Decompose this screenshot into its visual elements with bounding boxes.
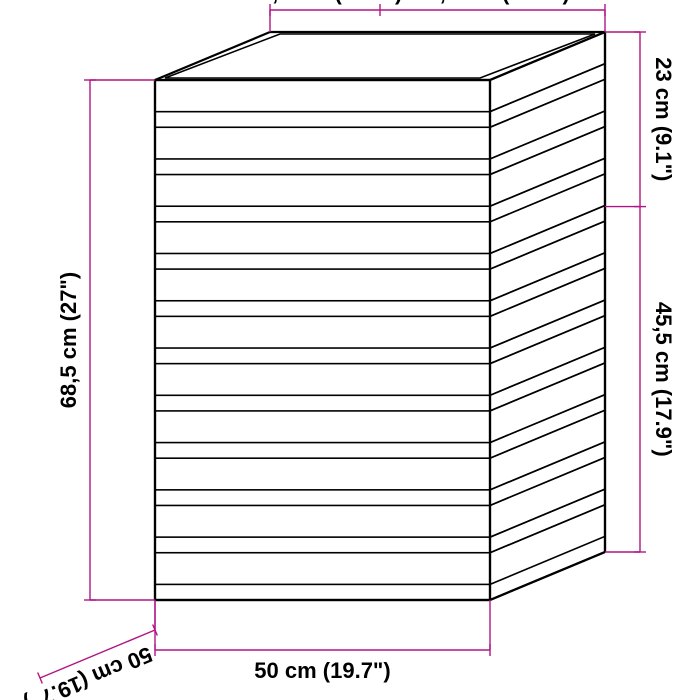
dim-top-left-label: 42,5 cm (16.7")	[248, 0, 403, 5]
dim-bottom-front-label: 50 cm (19.7")	[254, 658, 390, 683]
planter-box	[155, 32, 605, 600]
dim-left-label: 68,5 cm (27")	[56, 272, 81, 408]
dim-bottom-depth: 50 cm (19.7")	[20, 600, 157, 700]
dim-bottom-depth-label: 50 cm (19.7")	[20, 642, 156, 700]
dim-bottom-front: 50 cm (19.7")	[155, 600, 490, 683]
dim-left: 68,5 cm (27")	[56, 80, 155, 600]
dim-top: 42,5 cm (16.7") 42,5 cm (16.7")	[248, 0, 605, 32]
dim-right-upper-label: 23 cm (9.1")	[651, 57, 676, 181]
dim-right: 23 cm (9.1") 45,5 cm (17.9")	[605, 32, 676, 552]
dim-top-right-label: 42,5 cm (16.7")	[415, 0, 570, 5]
dim-right-lower-label: 45,5 cm (17.9")	[651, 302, 676, 457]
